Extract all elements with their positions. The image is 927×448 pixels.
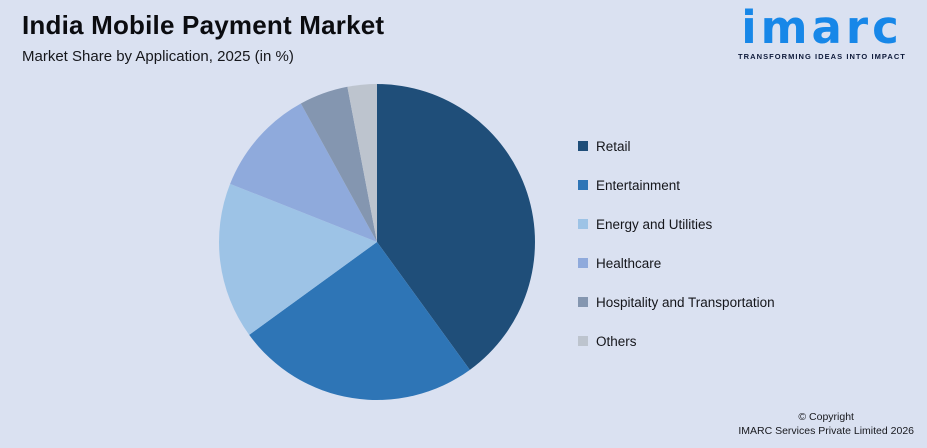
pie-slice-retail xyxy=(377,84,535,370)
legend-item-healthcare: Healthcare xyxy=(578,251,775,275)
page-subtitle: Market Share by Application, 2025 (in %) xyxy=(22,48,294,65)
legend-swatch-healthcare xyxy=(578,258,588,268)
legend-swatch-retail xyxy=(578,141,588,151)
legend: Retail Entertainment Energy and Utilities H… xyxy=(578,134,775,353)
pie-slice-others xyxy=(347,84,377,242)
imarc-logo-tagline: TRANSFORMING IDEAS INTO IMPACT xyxy=(738,52,906,62)
imarc-logo: imarc TRANSFORMING IDEAS INTO IMPACT xyxy=(727,1,917,62)
pie-slice-healthcare xyxy=(230,103,377,242)
legend-swatch-energy-and-utilities xyxy=(578,219,588,229)
legend-item-entertainment: Entertainment xyxy=(578,173,775,197)
pie-slice-entertainment xyxy=(249,242,470,400)
copyright: © Copyright IMARC Services Private Limit… xyxy=(738,410,914,439)
legend-item-retail: Retail xyxy=(578,134,775,158)
pie-slice-hospitality-and-transportation xyxy=(300,86,377,242)
pie-chart-container xyxy=(219,84,535,400)
copyright-line1: © Copyright xyxy=(798,410,854,423)
legend-item-energy-and-utilities: Energy and Utilities xyxy=(578,212,775,236)
copyright-line2: IMARC Services Private Limited 2026 xyxy=(738,425,914,438)
pie-chart xyxy=(219,84,535,400)
legend-item-others: Others xyxy=(578,329,775,353)
legend-swatch-entertainment xyxy=(578,180,588,190)
legend-label: Others xyxy=(596,333,637,349)
legend-label: Energy and Utilities xyxy=(596,216,713,232)
pie-slice-energy-and-utilities xyxy=(219,183,377,335)
legend-item-hospitality-and-transportation: Hospitality and Transportation xyxy=(578,290,775,314)
legend-swatch-others xyxy=(578,336,588,346)
legend-label: Hospitality and Transportation xyxy=(596,294,775,310)
imarc-logo-text: imarc xyxy=(741,1,903,54)
legend-label: Retail xyxy=(596,138,631,154)
legend-label: Healthcare xyxy=(596,255,662,271)
page-title: India Mobile Payment Market xyxy=(22,10,385,40)
legend-swatch-hospitality-and-transportation xyxy=(578,297,588,307)
header: India Mobile Payment Market Market Share… xyxy=(22,10,384,65)
legend-label: Entertainment xyxy=(596,177,681,193)
